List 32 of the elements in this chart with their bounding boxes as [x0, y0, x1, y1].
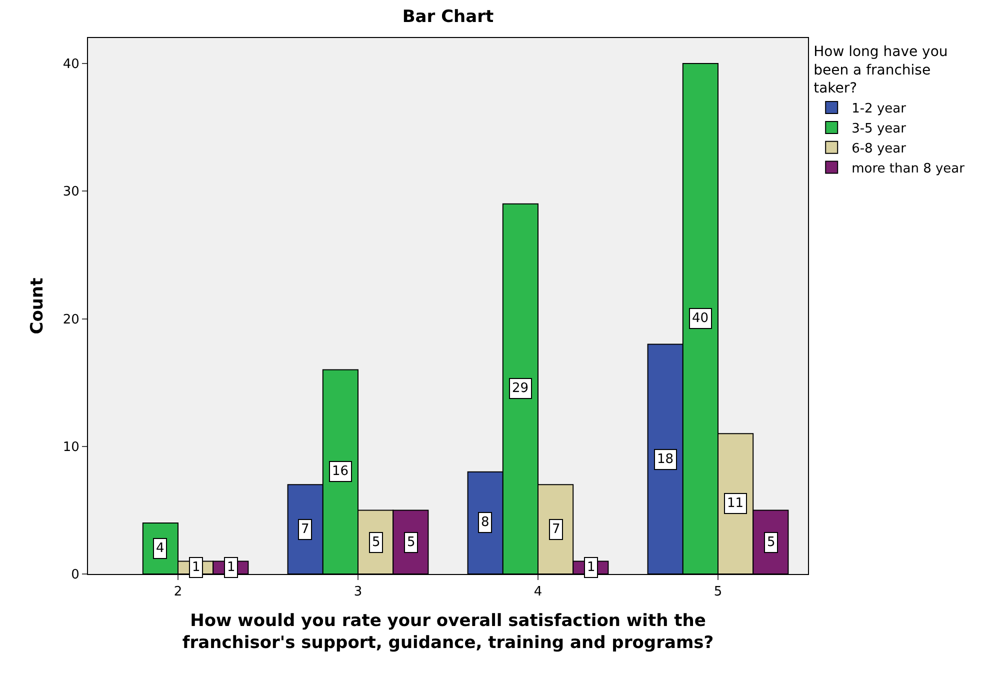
data-label: 8 — [481, 515, 490, 530]
data-label: 7 — [301, 522, 310, 537]
data-label: 1 — [587, 560, 596, 575]
data-label: 1 — [192, 560, 200, 575]
data-label: 7 — [552, 522, 560, 537]
data-label: 11 — [727, 496, 744, 511]
x-tick-label: 5 — [714, 584, 722, 600]
x-tick-label: 2 — [174, 584, 182, 600]
legend-title: How long have you been a franchise taker? — [814, 44, 948, 97]
chart-title: Bar Chart — [402, 7, 494, 28]
y-tick-label: 30 — [62, 184, 80, 200]
y-tick-label: 0 — [71, 568, 80, 583]
y-tick-label: 10 — [62, 440, 80, 455]
legend-label: more than 8 year — [852, 161, 966, 176]
y-axis-title: Count — [27, 278, 48, 334]
legend-label: 6-8 year — [852, 141, 907, 156]
data-label: 1 — [227, 560, 236, 575]
data-label: 16 — [332, 464, 349, 479]
data-label: 18 — [657, 452, 674, 467]
data-label: 5 — [767, 535, 776, 550]
y-tick-label: 40 — [62, 57, 80, 72]
y-tick-label: 20 — [62, 312, 80, 328]
x-tick-label: 4 — [534, 584, 542, 600]
data-label: 40 — [692, 311, 709, 326]
legend-label: 3-5 year — [852, 122, 907, 137]
x-axis-title: How would you rate your overall satisfaction with the franchisor's support, guidance, training and programs? — [182, 611, 714, 654]
data-label: 5 — [407, 535, 416, 550]
data-label: 29 — [512, 381, 529, 396]
data-label: 5 — [372, 535, 380, 550]
x-tick-label: 3 — [354, 584, 362, 600]
data-label: 4 — [156, 541, 164, 556]
legend-label: 1-2 year — [852, 102, 907, 117]
